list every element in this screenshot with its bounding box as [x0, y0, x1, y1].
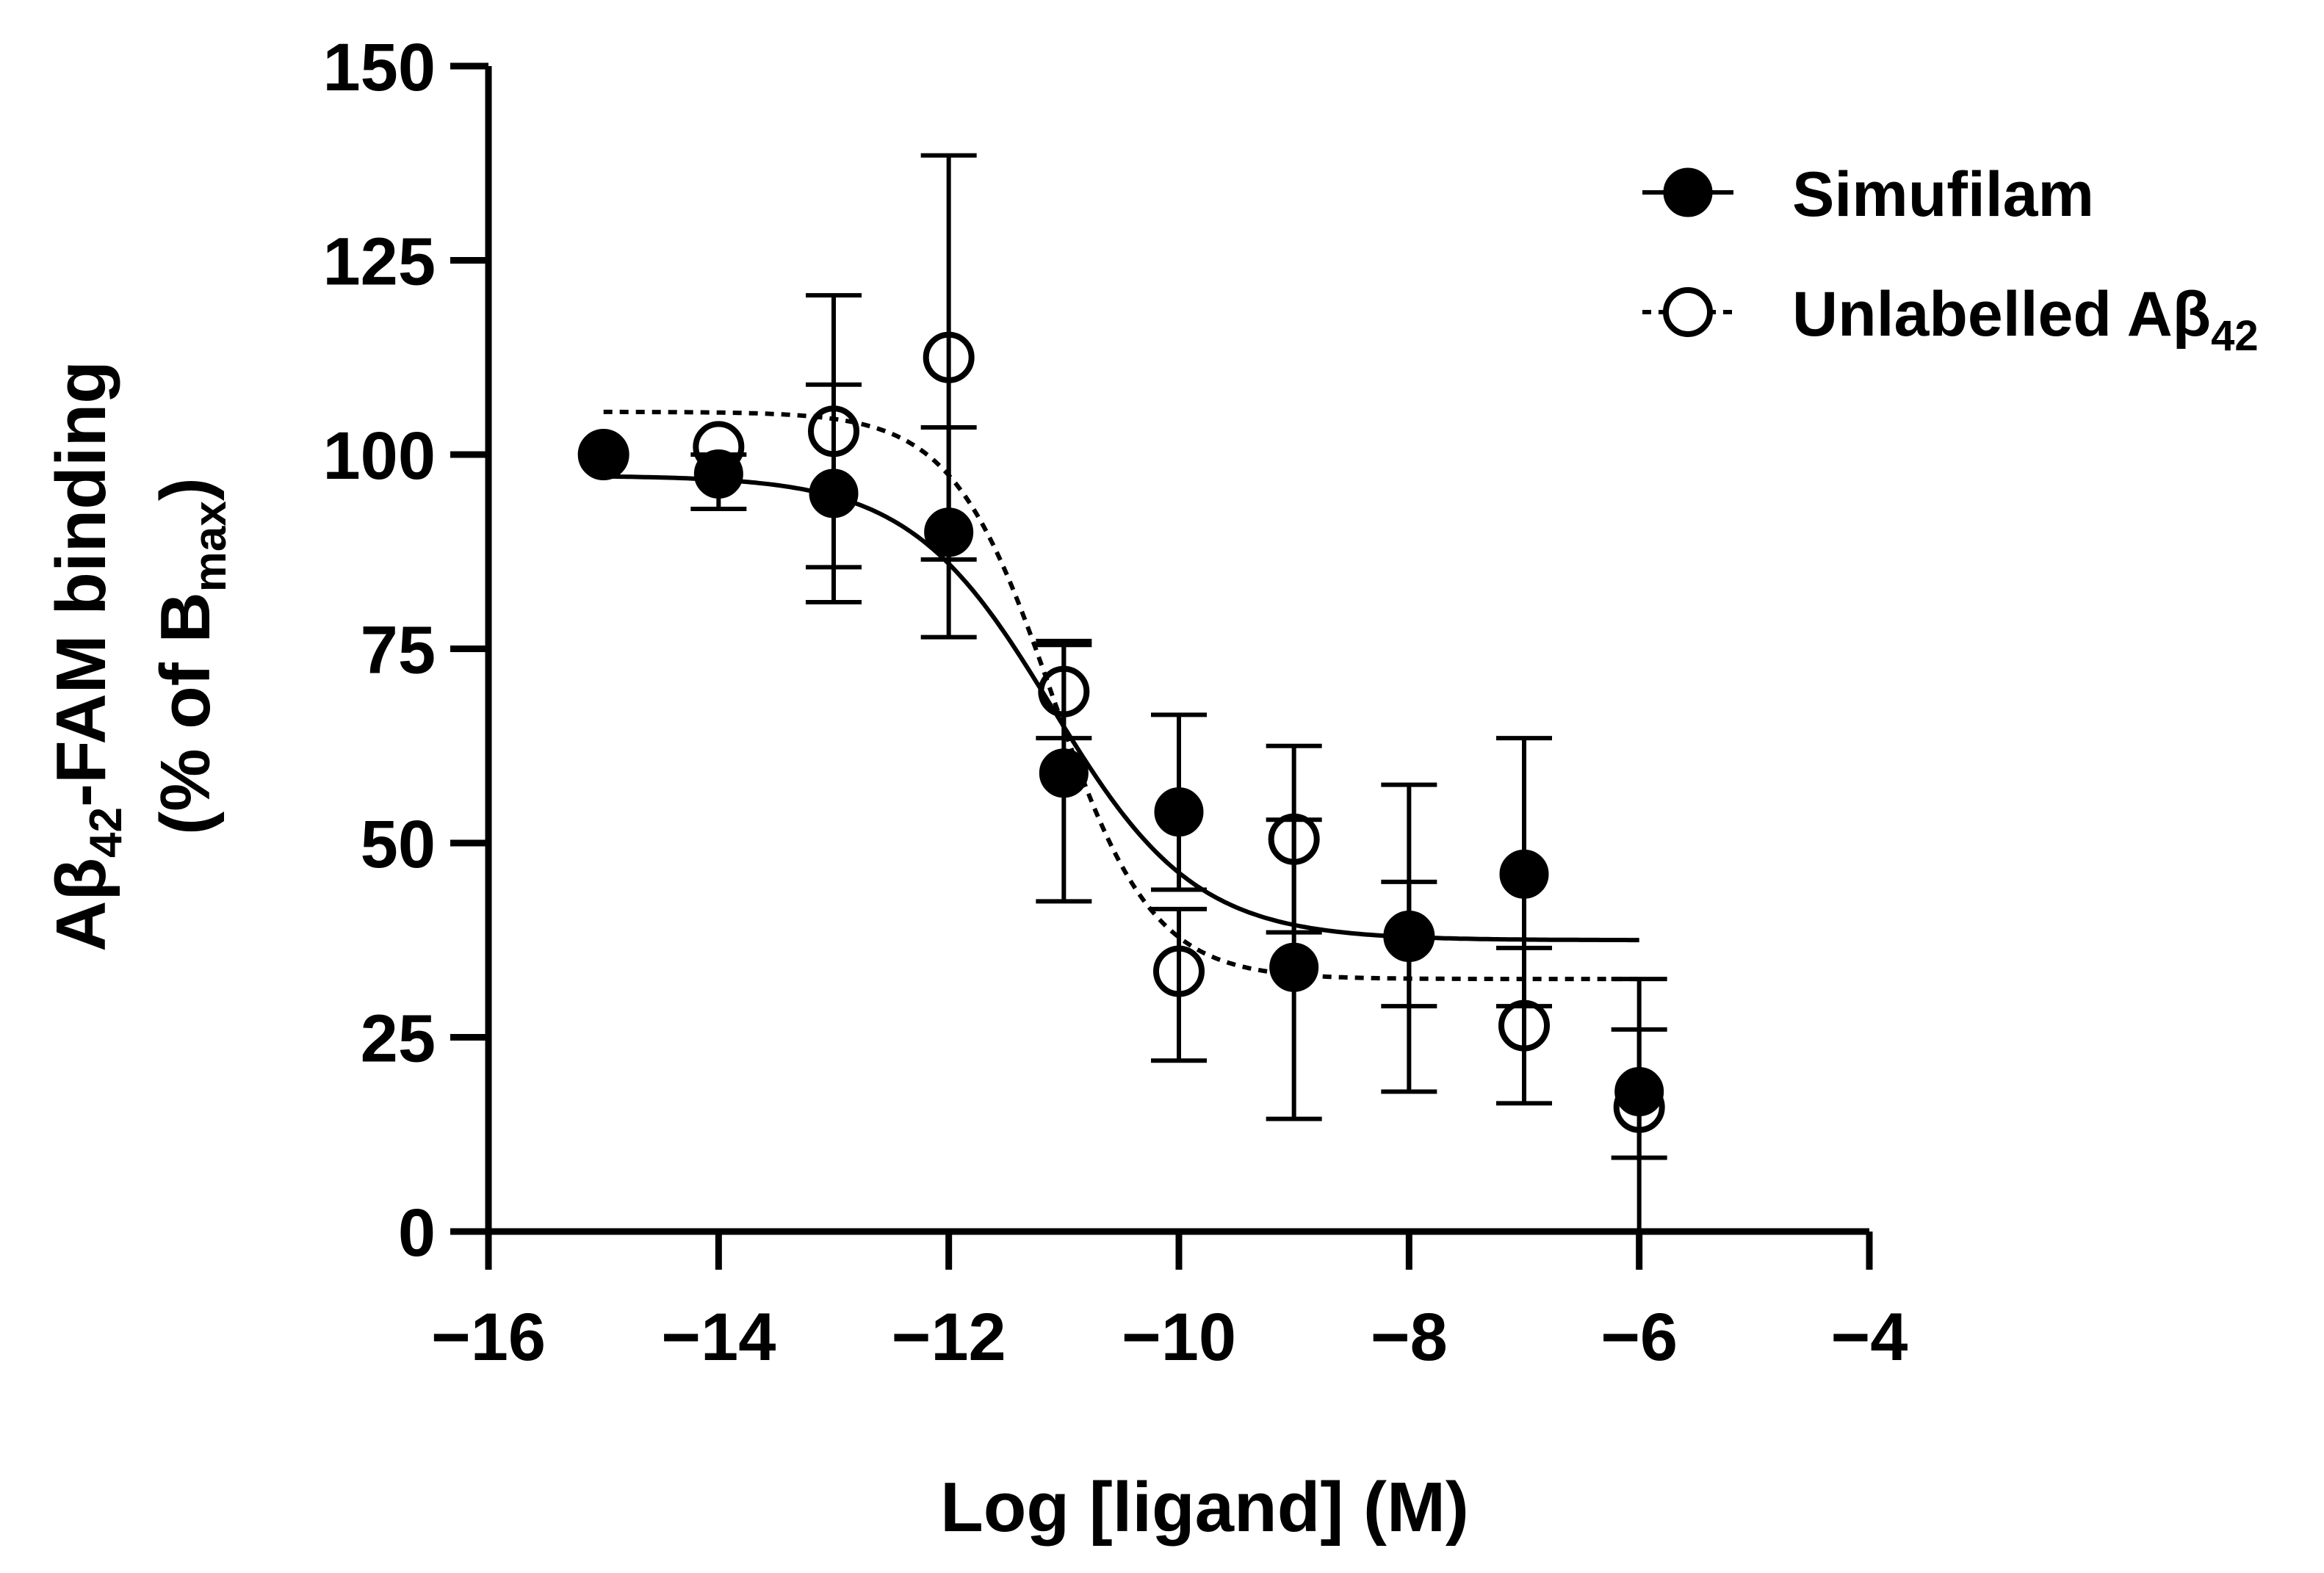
x-tick-label: −6 [1601, 1300, 1678, 1375]
y-title-2-main: (% of B [146, 592, 225, 835]
point-simufilam [1499, 849, 1549, 899]
point-simufilam [1269, 942, 1319, 992]
x-ticks: −16 −14 −12 −10 −8 −6 −4 [431, 1232, 1908, 1375]
x-tick-label: −12 [892, 1300, 1006, 1375]
y-tick-label: 100 [323, 419, 436, 493]
point-unlabelled [1498, 999, 1550, 1052]
point-unlabelled [1153, 945, 1205, 997]
error-bar [1496, 945, 1552, 1106]
legend-label-unlabelled: Unlabelled Aβ42 [1792, 279, 2259, 360]
error-bar [1036, 638, 1092, 741]
y-tick-label: 25 [361, 1002, 436, 1077]
y-title-2-rest: ) [146, 477, 225, 501]
point-unlabelled [577, 429, 629, 480]
point-simufilam [1154, 787, 1204, 837]
x-tick-label: −4 [1831, 1300, 1908, 1375]
legend-item-simufilam: Simufilam [1642, 159, 2094, 230]
y-tick-label: 75 [361, 613, 436, 688]
legend-item-unlabelled: Unlabelled Aβ42 [1642, 279, 2259, 360]
error-bar [1151, 906, 1207, 1063]
point-unlabelled [693, 421, 745, 473]
y-tick-label: 150 [323, 30, 436, 105]
error-bar [806, 293, 862, 570]
y-axis-title-line1: Aβ42-FAM binding [42, 361, 131, 952]
y-axis-title-line2: (% of Bmax) [146, 477, 236, 835]
data-points [577, 331, 1665, 1133]
point-unlabelled [923, 331, 975, 383]
x-axis-title: Log [ligand] (M) [940, 1468, 1469, 1547]
point-simufilam [1039, 748, 1089, 798]
x-tick-label: −16 [431, 1300, 546, 1375]
point-simufilam [1614, 1067, 1664, 1117]
error-bar [1266, 743, 1322, 935]
point-simufilam [693, 449, 743, 499]
point-simufilam [924, 507, 974, 557]
y-tick-label: 125 [323, 225, 436, 300]
legend-label-unlabelled-main: Unlabelled Aβ [1792, 279, 2211, 350]
error-bar [920, 153, 977, 562]
y-tick-label: 50 [361, 807, 436, 882]
point-simufilam [809, 469, 859, 518]
y-axis-title: Aβ42-FAM binding (% of Bmax) [42, 361, 236, 952]
x-tick-label: −8 [1371, 1300, 1448, 1375]
legend-marker-open [1663, 287, 1713, 337]
fit-curve-1 [603, 409, 1639, 982]
y-tick-label: 0 [398, 1196, 436, 1270]
legend-label-simufilam: Simufilam [1792, 159, 2094, 230]
point-unlabelled [1038, 665, 1090, 717]
fit-curves [603, 409, 1639, 982]
y-title-1-main: Aβ [42, 858, 120, 952]
legend-marker-filled [1663, 167, 1713, 217]
y-title-1-sub: 42 [81, 807, 131, 858]
fit-curve-0 [603, 474, 1639, 943]
error-bars [690, 153, 1667, 1234]
x-tick-label: −14 [661, 1300, 776, 1375]
legend: Simufilam Unlabelled Aβ42 [1642, 159, 2259, 360]
point-unlabelled [808, 405, 859, 458]
point-unlabelled [1383, 910, 1435, 962]
y-ticks: 0 25 50 75 100 125 150 [323, 30, 488, 1270]
x-tick-label: −10 [1122, 1300, 1236, 1375]
y-title-1-rest: -FAM binding [42, 361, 120, 807]
axes: 0 25 50 75 100 125 150 −16 −14 −12 −10 −8 −6 −4 [323, 30, 1908, 1375]
point-unlabelled [1268, 813, 1320, 865]
legend-label-unlabelled-sub: 42 [2211, 312, 2259, 360]
point-unlabelled [1613, 1081, 1665, 1133]
y-title-2-sub: max [185, 501, 236, 593]
